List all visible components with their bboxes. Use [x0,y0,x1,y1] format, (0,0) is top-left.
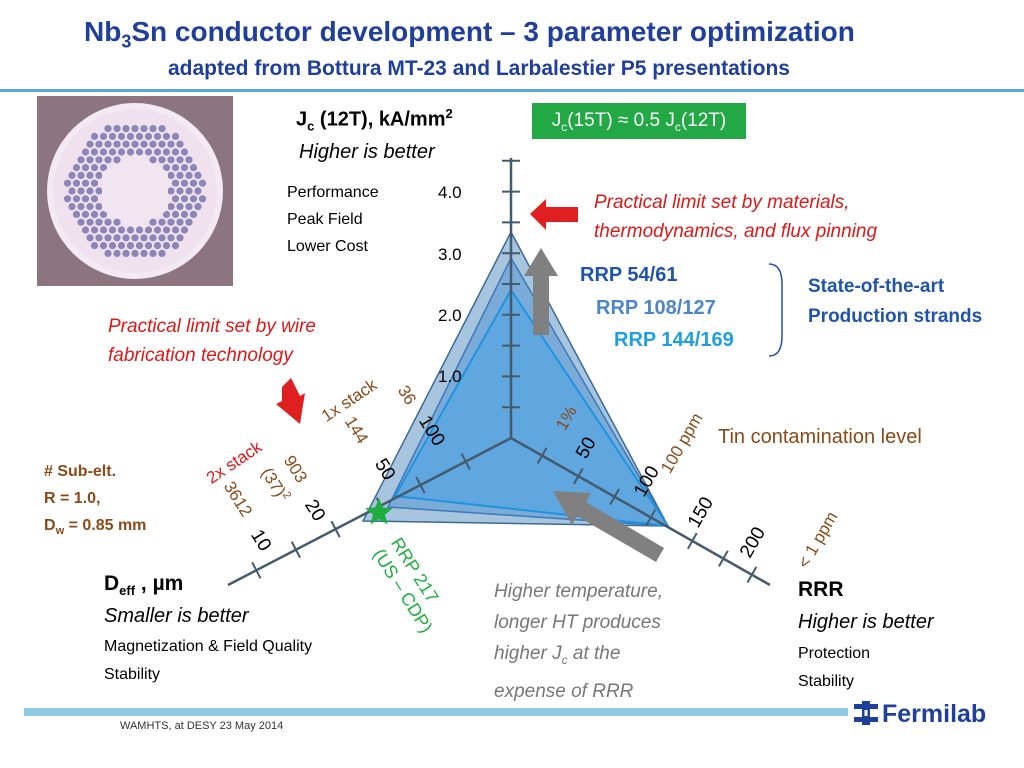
deff-axis-subtitle: Smaller is better [104,605,249,627]
axis-tick-mark [536,447,548,464]
axis-tick-mark [645,509,657,526]
rrr-axis-subtitle: Higher is better [798,611,934,633]
jc-tick-4: 4.0 [438,183,462,202]
jc-note-lower-cost: Lower Cost [287,238,368,255]
tin-contamination-label: Tin contamination level [718,426,922,448]
deff-axis-title: Deff , µm [104,572,184,599]
fermilab-logo-icon [854,701,878,725]
axis-tick-mark [609,488,620,506]
gray-arrow-diagonal-icon [553,491,664,562]
axis-tick-mark [460,453,471,470]
strand-label-144-169: RRP 144/169 [614,329,734,351]
axis-tick-mark [330,520,341,538]
axis-tick-mark [290,541,301,559]
axis-tick-mark [573,467,584,485]
axis-tick-mark [251,561,262,579]
jc-tick-1: 1.0 [438,367,462,386]
green-star-icon [365,498,393,525]
gray-arrow-up-icon [524,248,558,335]
slide-title: Nb3Sn conductor development – 3 paramete… [84,16,855,52]
rrr-axis-title: RRR [798,578,844,601]
jc-axis-subtitle: Higher is better [299,141,435,163]
heat-treatment-note: Higher temperature, longer HT produces h… [494,581,663,702]
sub-element-info: # Sub-elt. R = 1.0, Dw = 0.85 mm [44,463,147,538]
jc-note-peak-field: Peak Field [287,211,363,228]
strand-label-54-61: RRP 54/61 [580,264,678,286]
rrr-axis-line [510,436,771,587]
triangle-inner [393,288,671,528]
slide-subtitle: adapted from Bottura MT-23 and Larbalest… [168,57,790,80]
fermilab-logo: Fermilab [854,700,986,729]
jc-note-performance: Performance [287,184,379,201]
jc-tick-2: 2.0 [438,306,462,325]
axis-tick-mark [686,532,698,550]
jc-axis-title: Jc (12T), kA/mm2 [296,106,453,134]
axis-tick-mark [746,566,758,584]
strand-bracket [768,263,783,357]
materials-limit-note: Practical limit set by materials, thermo… [594,192,878,242]
jc-ratio-box: Jc(15T) ≈ 0.5 Jc(12T) [532,103,746,139]
jc-notes: Performance Peak Field Lower Cost [287,179,379,260]
red-arrow-icon [530,199,578,230]
axis-tick-mark [718,550,729,567]
jc-tick-3: 3.0 [438,245,462,264]
top-divider [0,89,1024,92]
bottom-divider [24,708,848,716]
red-arrow-down-icon [276,378,305,424]
wire-limit-note: Practical limit set by wire fabrication … [108,316,316,366]
footer-text: WAMHTS, at DESY 23 May 2014 [120,720,284,732]
state-of-art-label: State-of-the-art Production strands [808,276,983,327]
rrr-notes: Protection Stability [798,645,871,690]
strand-cross-section-photo [37,96,233,286]
deff-notes: Magnetization & Field Quality Stability [104,638,313,683]
axis-tick-mark [415,476,426,494]
strand-label-108-127: RRP 108/127 [596,297,716,319]
